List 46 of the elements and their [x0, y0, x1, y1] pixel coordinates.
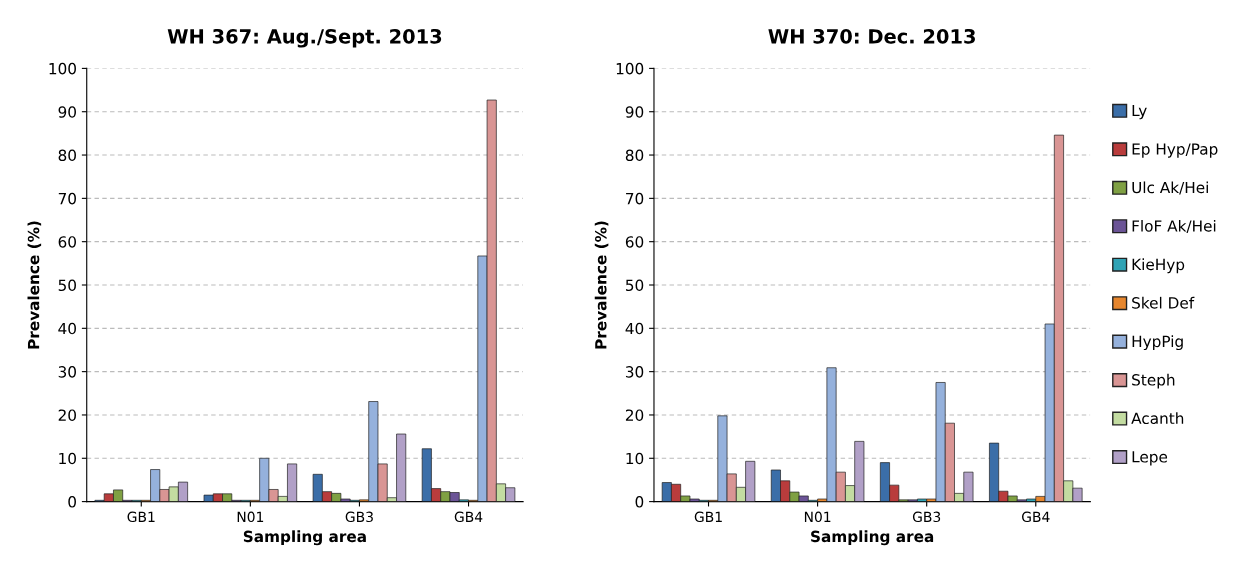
y-tick-label: 60: [625, 236, 644, 248]
y-tick-label: 10: [626, 452, 644, 465]
legend-label: Ly: [1132, 104, 1147, 120]
legend-label: Acanth: [1131, 412, 1184, 425]
x-tick-label: GB1: [694, 511, 722, 523]
legend-label: Steph: [1132, 373, 1175, 389]
y-tick-label: 30: [625, 366, 644, 378]
legend-label: Ep Hyp/Pap: [1132, 143, 1218, 158]
y-tick-label: 0: [68, 496, 76, 508]
x-tick-label: GB4: [1021, 511, 1050, 523]
y-tick-label: 70: [58, 192, 76, 205]
y-tick-label: 40: [58, 322, 76, 335]
y-tick-label: 20: [625, 409, 644, 421]
y-tick-label: 60: [58, 236, 76, 248]
x-tick-label: N01: [237, 511, 264, 523]
chart-title: WH 367: Aug./Sept. 2013: [167, 28, 442, 48]
y-tick-label: 10: [59, 452, 76, 465]
legend-label: FloF Ak/Hei: [1132, 219, 1216, 233]
legend-label: Lepe: [1132, 451, 1168, 466]
y-tick-label: 30: [58, 366, 76, 378]
legend-label: KieHyp: [1132, 258, 1185, 274]
legend-label: Ulc Ak/Hei: [1132, 181, 1208, 195]
x-tick-label: N01: [804, 511, 831, 523]
x-axis-title: Sampling area: [243, 530, 366, 546]
y-tick-label: 80: [58, 149, 76, 162]
y-tick-label: 50: [625, 279, 644, 292]
legend-label: HypPig: [1132, 335, 1183, 351]
y-tick-label: 100: [616, 62, 644, 75]
x-tick-label: GB4: [454, 511, 483, 523]
y-tick-label: 80: [625, 149, 644, 162]
chart-title: WH 370: Dec. 2013: [768, 28, 975, 44]
y-axis-title: Prevalence (%): [594, 221, 609, 349]
y-tick-label: 90: [58, 106, 76, 118]
x-axis-title: Sampling area: [811, 530, 934, 546]
x-tick-label: GB3: [345, 511, 373, 523]
legend-label: Skel Def: [1132, 296, 1195, 309]
y-tick-label: 20: [58, 409, 76, 421]
y-tick-label: 50: [58, 279, 76, 292]
x-tick-label: GB1: [127, 511, 155, 523]
y-tick-label: 0: [635, 496, 644, 508]
y-tick-label: 90: [625, 106, 644, 118]
y-axis-title: Prevalence (%): [27, 221, 42, 349]
x-tick-label: GB3: [912, 511, 941, 523]
y-tick-label: 100: [49, 62, 76, 75]
y-tick-label: 70: [626, 192, 644, 205]
y-tick-label: 40: [625, 322, 644, 335]
